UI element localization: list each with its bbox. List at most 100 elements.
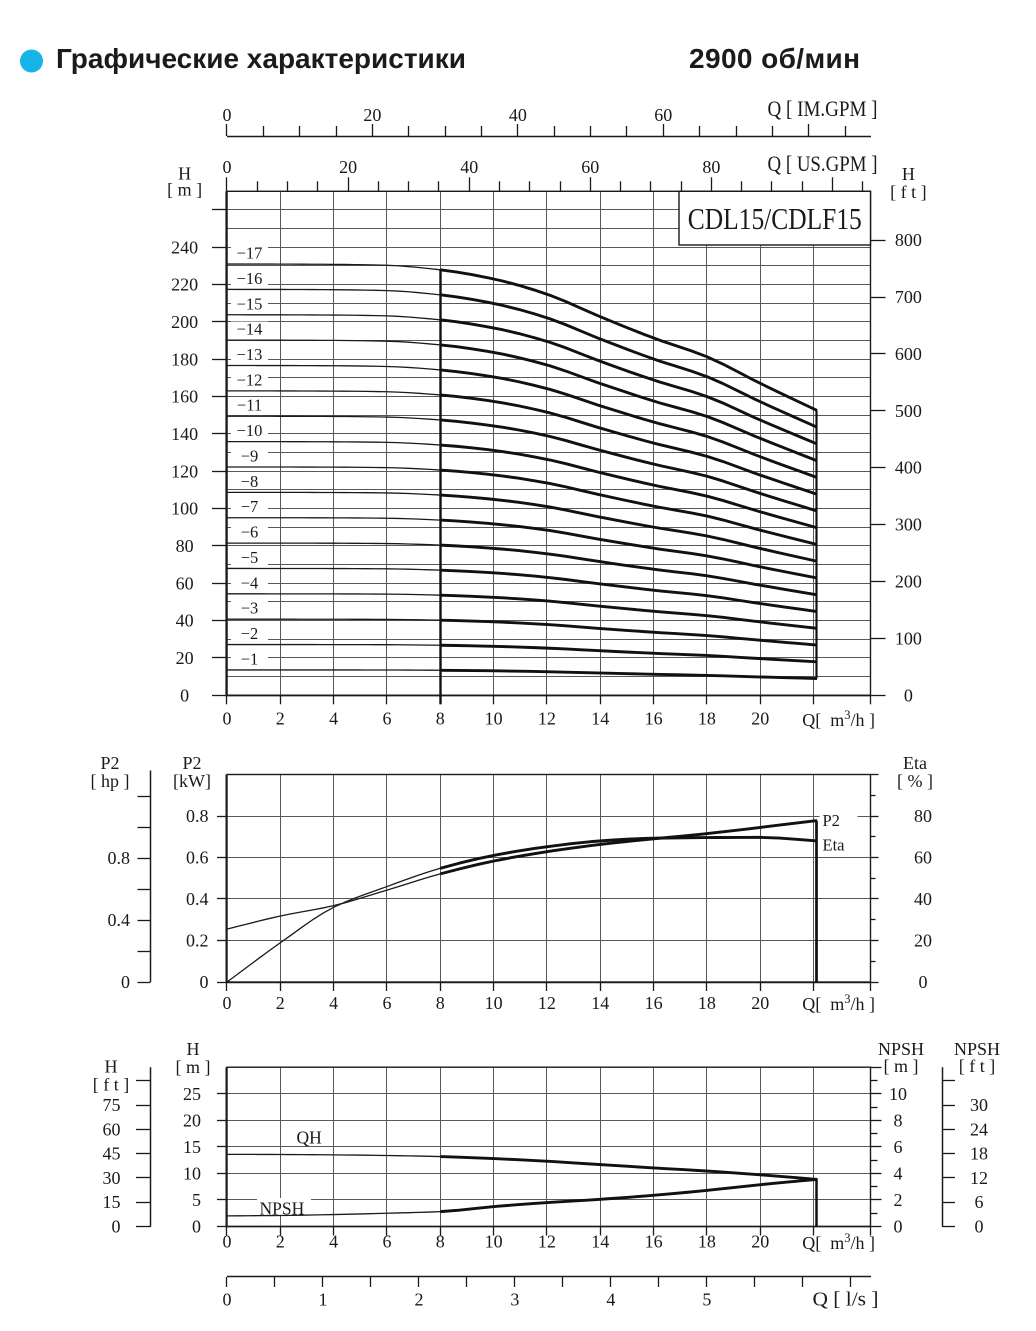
svg-text:80: 80 (176, 536, 194, 556)
svg-text:H: H (187, 1039, 200, 1059)
svg-text:12: 12 (538, 1232, 556, 1252)
svg-text:3: 3 (510, 1290, 519, 1310)
svg-text:[ f t ]: [ f t ] (93, 1075, 129, 1095)
svg-text:700: 700 (895, 287, 922, 307)
svg-text:−1: −1 (241, 649, 259, 668)
svg-text:2: 2 (894, 1190, 903, 1210)
svg-text:40: 40 (460, 157, 478, 177)
svg-text:0: 0 (904, 685, 913, 705)
svg-text:12: 12 (538, 993, 556, 1013)
svg-text:0.4: 0.4 (108, 910, 131, 930)
svg-text:H: H (105, 1057, 118, 1077)
svg-text:15: 15 (183, 1137, 201, 1157)
svg-text:60: 60 (914, 848, 932, 868)
svg-text:0.4: 0.4 (186, 889, 209, 909)
svg-text:75: 75 (103, 1095, 121, 1115)
svg-text:2900 об/мин: 2900 об/мин (689, 43, 860, 74)
svg-text:−2: −2 (241, 624, 259, 643)
svg-text:60: 60 (176, 573, 194, 593)
svg-text:18: 18 (698, 993, 716, 1013)
svg-text:14: 14 (591, 993, 609, 1013)
svg-text:Eta: Eta (903, 753, 927, 773)
svg-text:5: 5 (702, 1290, 711, 1310)
svg-text:5: 5 (192, 1190, 201, 1210)
svg-text:24: 24 (970, 1119, 988, 1139)
svg-text:[ m ]: [ m ] (176, 1057, 211, 1077)
svg-text:0: 0 (919, 972, 928, 992)
svg-text:6: 6 (975, 1192, 984, 1212)
svg-text:200: 200 (895, 572, 922, 592)
svg-text:2: 2 (276, 1232, 285, 1252)
svg-text:[ f t ]: [ f t ] (959, 1056, 995, 1076)
svg-text:25: 25 (183, 1084, 201, 1104)
svg-text:−16: −16 (237, 269, 263, 288)
svg-text:P2: P2 (100, 753, 119, 773)
svg-text:18: 18 (698, 1232, 716, 1252)
svg-text:NPSH: NPSH (260, 1199, 305, 1219)
svg-text:0: 0 (223, 993, 232, 1013)
svg-text:20: 20 (363, 105, 381, 125)
svg-text:16: 16 (645, 709, 663, 729)
svg-text:6: 6 (383, 993, 392, 1013)
svg-text:20: 20 (751, 1232, 769, 1252)
svg-text:P2: P2 (182, 753, 201, 773)
svg-text:30: 30 (970, 1095, 988, 1115)
svg-text:220: 220 (171, 275, 198, 295)
svg-text:Q [ l/s ]: Q [ l/s ] (813, 1289, 879, 1311)
svg-text:4: 4 (329, 1232, 338, 1252)
svg-text:−15: −15 (237, 294, 263, 313)
svg-text:20: 20 (751, 993, 769, 1013)
svg-text:6: 6 (894, 1137, 903, 1157)
svg-text:P2: P2 (823, 811, 840, 830)
svg-text:20: 20 (339, 157, 357, 177)
svg-text:0.6: 0.6 (186, 848, 209, 868)
svg-text:2: 2 (276, 993, 285, 1013)
svg-text:14: 14 (591, 1232, 609, 1252)
svg-text:20: 20 (751, 709, 769, 729)
svg-text:−11: −11 (237, 396, 262, 415)
svg-text:Q[ m3/h ]: Q[ m3/h ] (802, 992, 875, 1014)
svg-text:100: 100 (171, 499, 198, 519)
svg-text:16: 16 (645, 1232, 663, 1252)
svg-text:20: 20 (183, 1110, 201, 1130)
svg-text:12: 12 (538, 709, 556, 729)
svg-text:100: 100 (895, 628, 922, 648)
svg-text:14: 14 (591, 709, 609, 729)
svg-text:−12: −12 (237, 370, 263, 389)
svg-text:Q [ US.GPM ]: Q [ US.GPM ] (768, 151, 878, 176)
svg-text:300: 300 (895, 515, 922, 535)
svg-text:40: 40 (509, 105, 527, 125)
svg-text:16: 16 (645, 993, 663, 1013)
svg-text:240: 240 (171, 237, 198, 257)
svg-text:NPSH: NPSH (954, 1039, 1000, 1059)
svg-text:4: 4 (329, 709, 338, 729)
svg-text:Q[ m3/h ]: Q[ m3/h ] (802, 708, 875, 730)
svg-text:10: 10 (183, 1163, 201, 1183)
svg-text:0: 0 (112, 1217, 121, 1237)
svg-text:40: 40 (176, 611, 194, 631)
svg-text:80: 80 (914, 806, 932, 826)
svg-text:0: 0 (975, 1217, 984, 1237)
svg-text:−4: −4 (241, 573, 259, 592)
svg-text:−8: −8 (241, 472, 259, 491)
svg-text:Q[ m3/h ]: Q[ m3/h ] (802, 1231, 875, 1253)
svg-text:0: 0 (121, 972, 130, 992)
svg-text:0.8: 0.8 (108, 848, 131, 868)
svg-text:8: 8 (894, 1110, 903, 1130)
svg-text:45: 45 (103, 1144, 121, 1164)
svg-text:Q [ IM.GPM ]: Q [ IM.GPM ] (768, 96, 878, 121)
svg-text:CDL15/CDLF15: CDL15/CDLF15 (688, 201, 862, 236)
svg-text:120: 120 (171, 461, 198, 481)
svg-text:6: 6 (383, 1232, 392, 1252)
svg-text:10: 10 (485, 709, 503, 729)
svg-text:6: 6 (383, 709, 392, 729)
svg-text:0: 0 (223, 1232, 232, 1252)
svg-text:−10: −10 (237, 421, 263, 440)
svg-text:12: 12 (970, 1168, 988, 1188)
svg-text:[ % ]: [ % ] (897, 771, 933, 791)
svg-text:0: 0 (180, 685, 189, 705)
svg-text:0: 0 (200, 972, 209, 992)
svg-text:4: 4 (606, 1290, 615, 1310)
svg-text:10: 10 (485, 1232, 503, 1252)
svg-text:−9: −9 (241, 447, 259, 466)
